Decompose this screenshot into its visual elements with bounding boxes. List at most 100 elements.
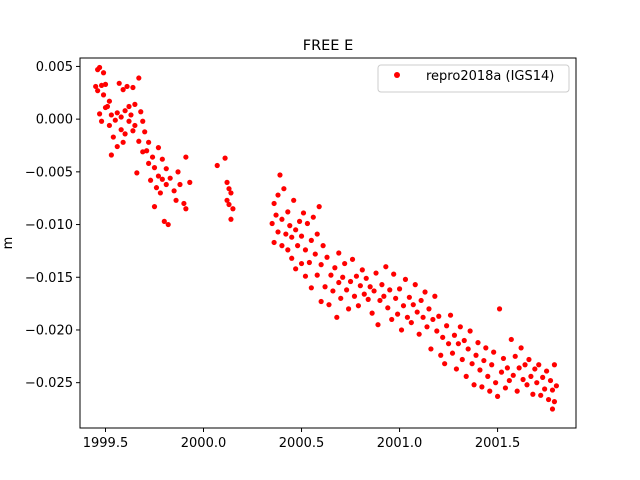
data-point [524,382,530,388]
y-tick-label: −0.010 [25,218,73,233]
data-point [426,306,432,312]
y-axis-label: m [1,237,16,250]
data-point [287,223,293,229]
data-point [404,314,410,320]
data-point [540,374,546,380]
data-point [285,247,291,253]
data-point [130,84,136,91]
data-point [402,276,409,282]
data-point [132,122,138,129]
data-point [340,274,346,280]
data-point [424,324,430,330]
data-point [183,206,189,212]
data-point [130,128,136,134]
data-point [367,284,373,290]
data-point [412,282,418,288]
data-point [345,306,352,312]
data-point [455,341,461,347]
legend-label: repro2018a (IGS14) [426,69,554,84]
data-point [330,288,336,294]
data-point [485,373,491,379]
legend-box [377,64,570,93]
x-tick-label: 2000.0 [181,436,227,451]
data-point [481,357,487,364]
data-point [545,396,552,403]
data-point [328,272,334,278]
data-point [95,88,101,94]
data-point [302,247,309,253]
data-point [445,341,452,347]
data-point [279,216,285,222]
data-point [334,314,340,320]
data-point [100,70,107,76]
data-point [344,287,350,293]
data-point [106,122,113,129]
data-point [336,279,342,286]
data-point [430,316,436,323]
data-point [114,143,120,150]
data-point [395,311,401,317]
data-point [551,399,558,405]
data-point [116,80,122,86]
data-point [342,260,348,267]
data-point [459,356,465,363]
data-point [222,155,228,161]
data-point [494,393,501,399]
data-point [228,216,234,222]
data-point [444,323,450,329]
data-point [553,383,560,389]
data-point [373,270,379,276]
y-tick-label: −0.025 [25,376,73,391]
data-point [406,294,412,300]
data-point [400,303,407,309]
data-point [293,266,299,272]
data-point [496,306,503,312]
data-point [434,328,440,334]
data-point [473,352,479,358]
data-point [332,265,338,271]
data-point [320,243,326,249]
data-point [528,373,534,379]
data-point [173,197,179,203]
data-point [461,337,467,344]
data-point [279,243,285,249]
data-point [506,377,512,384]
data-point [491,349,497,355]
data-point [381,293,387,299]
data-point [271,200,277,207]
data-point [518,345,524,351]
data-point [520,376,526,383]
data-point [214,162,220,169]
data-point [338,295,344,301]
data-point [479,384,485,390]
data-point [298,233,305,239]
data-point [369,310,375,316]
chart-title: FREE E [303,38,354,54]
data-point [285,209,291,215]
data-point [502,385,509,391]
data-point [146,160,152,167]
data-point [396,286,403,292]
data-point [465,346,471,352]
data-point [498,369,505,375]
data-point [110,134,116,140]
data-point [355,303,361,309]
data-point [300,210,307,216]
data-point [159,156,165,162]
data-point [155,173,162,179]
data-point [163,166,169,172]
data-point [157,190,163,196]
data-point [171,188,177,194]
data-point [516,365,522,371]
data-point [414,309,420,315]
data-point [420,314,426,320]
data-points [93,64,560,412]
data-point [146,139,152,145]
data-point [106,98,113,104]
data-point [187,179,193,185]
data-point [508,336,514,343]
data-point [126,103,132,110]
data-point [118,127,124,133]
data-point [100,92,107,98]
y-tick-label: −0.005 [25,165,73,180]
